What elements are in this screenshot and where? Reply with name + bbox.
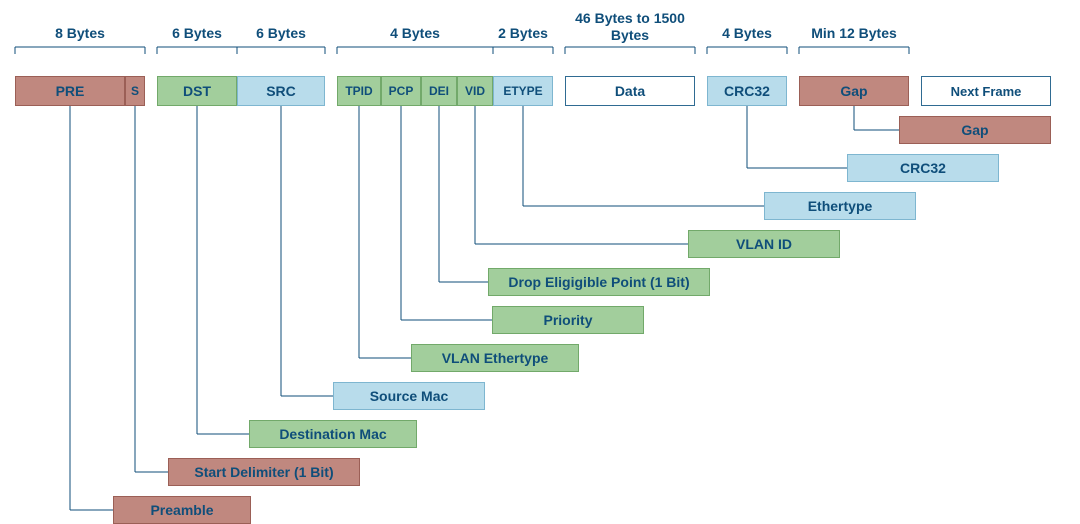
callout-pcp: Priority — [492, 306, 644, 334]
callout-vid: VLAN ID — [688, 230, 840, 258]
callout-tpid: VLAN Ethertype — [411, 344, 579, 372]
size-label: 2 Bytes — [493, 25, 553, 42]
size-label: Min 12 Bytes — [799, 25, 909, 42]
segment-crc32: CRC32 — [707, 76, 787, 106]
size-label: 8 Bytes — [15, 25, 145, 42]
segment-dei: DEI — [421, 76, 457, 106]
callout-s: Start Delimiter (1 Bit) — [168, 458, 360, 486]
callout-gap: Gap — [899, 116, 1051, 144]
segment-next: Next Frame — [921, 76, 1051, 106]
segment-tpid: TPID — [337, 76, 381, 106]
callout-crc32: CRC32 — [847, 154, 999, 182]
callout-pre: Preamble — [113, 496, 251, 524]
ethernet-frame-diagram: 8 Bytes6 Bytes6 Bytes4 Bytes2 Bytes46 By… — [0, 0, 1080, 519]
segment-data: Data — [565, 76, 695, 106]
segment-gap: Gap — [799, 76, 909, 106]
segment-pre: PRE — [15, 76, 125, 106]
segment-src: SRC — [237, 76, 325, 106]
callout-src: Source Mac — [333, 382, 485, 410]
callout-etype: Ethertype — [764, 192, 916, 220]
callout-dst: Destination Mac — [249, 420, 417, 448]
size-label: 4 Bytes — [337, 25, 493, 42]
size-label: 6 Bytes — [157, 25, 237, 42]
size-label: 46 Bytes to 1500 Bytes — [565, 10, 695, 44]
size-label: 4 Bytes — [707, 25, 787, 42]
segment-s: S — [125, 76, 145, 106]
size-label: 6 Bytes — [237, 25, 325, 42]
callout-dei: Drop Eligigible Point (1 Bit) — [488, 268, 710, 296]
segment-etype: ETYPE — [493, 76, 553, 106]
segment-vid: VID — [457, 76, 493, 106]
segment-dst: DST — [157, 76, 237, 106]
segment-pcp: PCP — [381, 76, 421, 106]
